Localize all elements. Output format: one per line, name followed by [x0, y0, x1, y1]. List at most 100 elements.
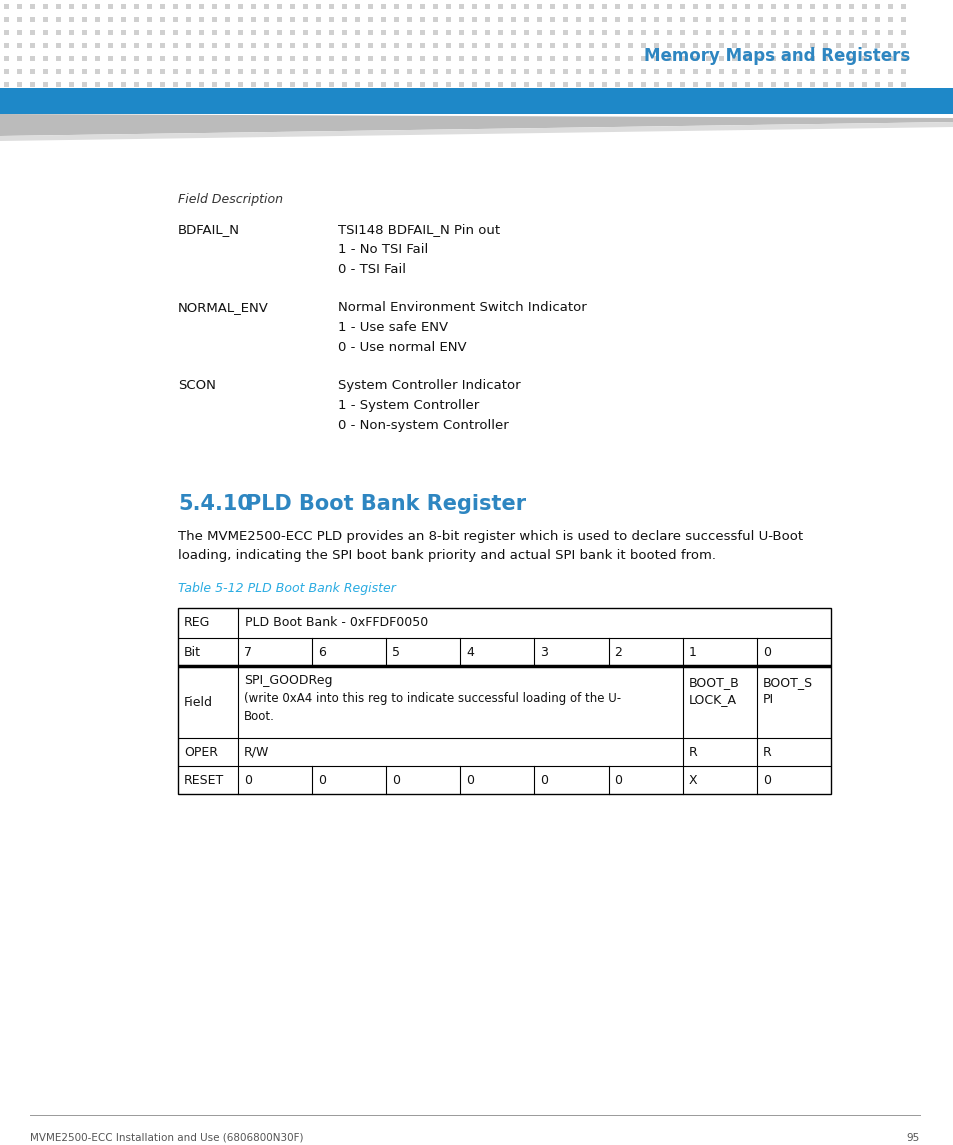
Bar: [82, 82, 87, 87]
Text: 6: 6: [317, 646, 326, 658]
Bar: [627, 3, 633, 9]
Bar: [770, 56, 775, 61]
Bar: [225, 30, 230, 35]
Bar: [446, 3, 451, 9]
Bar: [407, 69, 412, 74]
Bar: [433, 56, 437, 61]
Bar: [43, 17, 48, 22]
Bar: [341, 30, 347, 35]
Bar: [511, 3, 516, 9]
Bar: [276, 56, 282, 61]
Bar: [654, 44, 659, 48]
Bar: [679, 56, 684, 61]
Bar: [731, 82, 737, 87]
Bar: [537, 69, 541, 74]
Bar: [108, 17, 112, 22]
Bar: [679, 69, 684, 74]
Bar: [562, 17, 567, 22]
Bar: [511, 30, 516, 35]
Bar: [848, 69, 853, 74]
Bar: [654, 30, 659, 35]
Bar: [69, 17, 74, 22]
Bar: [796, 30, 801, 35]
Bar: [770, 30, 775, 35]
Bar: [822, 30, 827, 35]
Bar: [394, 69, 398, 74]
Bar: [329, 3, 334, 9]
Bar: [290, 69, 294, 74]
Bar: [133, 82, 139, 87]
Bar: [550, 3, 555, 9]
Bar: [56, 69, 61, 74]
Bar: [692, 3, 698, 9]
Bar: [550, 30, 555, 35]
Bar: [900, 95, 905, 100]
Bar: [225, 56, 230, 61]
Bar: [588, 3, 594, 9]
Bar: [355, 17, 359, 22]
Bar: [160, 69, 165, 74]
Bar: [744, 3, 749, 9]
Bar: [835, 56, 841, 61]
Bar: [172, 82, 178, 87]
Bar: [484, 82, 490, 87]
Bar: [108, 44, 112, 48]
Bar: [719, 69, 723, 74]
Bar: [705, 95, 710, 100]
Bar: [380, 17, 386, 22]
Bar: [666, 30, 671, 35]
Bar: [407, 56, 412, 61]
Text: BDFAIL_N: BDFAIL_N: [178, 223, 240, 236]
Bar: [550, 82, 555, 87]
Bar: [225, 17, 230, 22]
Bar: [147, 69, 152, 74]
Bar: [615, 17, 619, 22]
Bar: [576, 56, 580, 61]
Bar: [862, 56, 866, 61]
Bar: [212, 44, 216, 48]
Bar: [588, 56, 594, 61]
Bar: [380, 56, 386, 61]
Text: 1 - Use safe ENV: 1 - Use safe ENV: [337, 321, 448, 334]
Bar: [822, 82, 827, 87]
Bar: [290, 44, 294, 48]
Bar: [394, 56, 398, 61]
Text: Boot.: Boot.: [244, 710, 274, 722]
Bar: [225, 82, 230, 87]
Bar: [69, 44, 74, 48]
Bar: [30, 30, 35, 35]
Bar: [95, 56, 100, 61]
Bar: [95, 17, 100, 22]
Bar: [212, 3, 216, 9]
Bar: [237, 30, 243, 35]
Bar: [303, 56, 308, 61]
Bar: [212, 82, 216, 87]
Bar: [56, 56, 61, 61]
Bar: [615, 69, 619, 74]
Text: BOOT_B: BOOT_B: [688, 676, 739, 689]
Bar: [30, 3, 35, 9]
Bar: [355, 44, 359, 48]
Bar: [160, 44, 165, 48]
Bar: [355, 82, 359, 87]
Text: 1 - System Controller: 1 - System Controller: [337, 398, 478, 412]
Text: 0: 0: [762, 774, 770, 787]
Bar: [433, 44, 437, 48]
Bar: [835, 17, 841, 22]
Bar: [666, 56, 671, 61]
Bar: [108, 95, 112, 100]
Bar: [758, 95, 762, 100]
Bar: [770, 95, 775, 100]
Bar: [758, 3, 762, 9]
Bar: [511, 17, 516, 22]
Bar: [705, 69, 710, 74]
Bar: [719, 17, 723, 22]
Bar: [407, 95, 412, 100]
Bar: [82, 30, 87, 35]
Bar: [822, 3, 827, 9]
Text: 5.4.10: 5.4.10: [178, 493, 252, 514]
Bar: [484, 30, 490, 35]
Bar: [523, 82, 529, 87]
Bar: [56, 82, 61, 87]
Text: NORMAL_ENV: NORMAL_ENV: [178, 301, 269, 314]
